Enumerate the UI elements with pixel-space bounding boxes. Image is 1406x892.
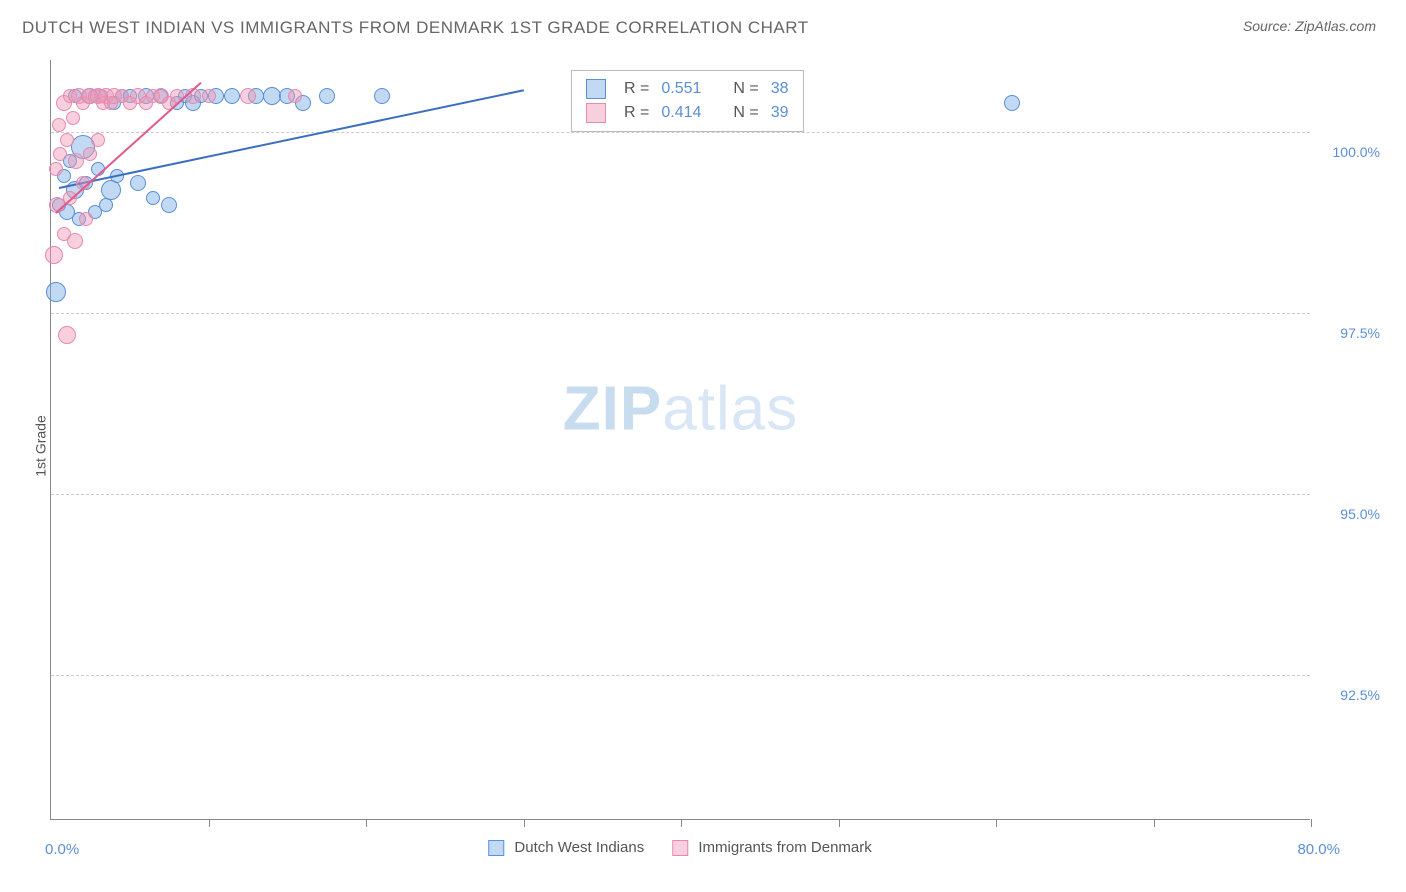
x-tick (524, 819, 525, 827)
source-label: Source: ZipAtlas.com (1243, 18, 1376, 34)
legend-swatch-pink-icon (672, 840, 688, 856)
legend-item-pink: Immigrants from Denmark (672, 839, 872, 856)
watermark: ZIPatlas (563, 374, 798, 445)
scatter-point (288, 89, 302, 103)
scatter-point (52, 118, 66, 132)
plot-area: ZIPatlas R = 0.551 N = 38 R = 0.414 N = … (50, 60, 1310, 820)
r-value-pink: 0.414 (661, 104, 701, 122)
y-tick-label: 92.5% (1340, 687, 1380, 703)
x-tick (839, 819, 840, 827)
x-axis-max-label: 80.0% (1297, 841, 1340, 858)
scatter-point (224, 88, 240, 104)
stats-row-blue: R = 0.551 N = 38 (586, 77, 789, 101)
scatter-point (60, 133, 74, 147)
scatter-point (202, 89, 216, 103)
n-value-blue: 38 (771, 80, 789, 98)
gridline (51, 313, 1310, 314)
scatter-point (53, 147, 67, 161)
scatter-point (45, 246, 63, 264)
watermark-atlas: atlas (662, 375, 798, 444)
scatter-point (46, 282, 66, 302)
stats-row-pink: R = 0.414 N = 39 (586, 101, 789, 125)
legend-item-blue: Dutch West Indians (488, 839, 644, 856)
x-tick (996, 819, 997, 827)
n-value-pink: 39 (771, 104, 789, 122)
y-tick-label: 95.0% (1340, 506, 1380, 522)
x-axis-min-label: 0.0% (45, 841, 79, 858)
legend-label-pink: Immigrants from Denmark (698, 839, 871, 856)
scatter-point (66, 111, 80, 125)
swatch-blue-icon (586, 79, 606, 99)
stats-box: R = 0.551 N = 38 R = 0.414 N = 39 (571, 70, 804, 132)
scatter-point (79, 212, 93, 226)
n-label: N = (733, 80, 758, 98)
x-tick (681, 819, 682, 827)
legend-swatch-blue-icon (488, 840, 504, 856)
bottom-legend: Dutch West Indians Immigrants from Denma… (488, 839, 872, 856)
scatter-point (374, 88, 390, 104)
scatter-point (319, 88, 335, 104)
legend-label-blue: Dutch West Indians (514, 839, 644, 856)
scatter-point (49, 162, 63, 176)
x-tick (209, 819, 210, 827)
x-tick (1154, 819, 1155, 827)
scatter-point (1004, 95, 1020, 111)
scatter-point (68, 153, 84, 169)
watermark-zip: ZIP (563, 375, 662, 444)
scatter-point (67, 233, 83, 249)
chart-area: ZIPatlas R = 0.551 N = 38 R = 0.414 N = … (50, 60, 1310, 820)
x-tick (366, 819, 367, 827)
scatter-point (130, 175, 146, 191)
swatch-pink-icon (586, 103, 606, 123)
gridline (51, 494, 1310, 495)
scatter-point (83, 147, 97, 161)
scatter-point (240, 88, 256, 104)
gridline (51, 132, 1310, 133)
y-axis-label: 1st Grade (33, 415, 49, 476)
n-label: N = (733, 104, 758, 122)
scatter-point (263, 87, 281, 105)
chart-title: DUTCH WEST INDIAN VS IMMIGRANTS FROM DEN… (22, 18, 809, 38)
scatter-point (58, 326, 76, 344)
scatter-point (146, 191, 160, 205)
scatter-point (101, 180, 121, 200)
r-label: R = (624, 104, 649, 122)
x-tick (1311, 819, 1312, 827)
scatter-point (161, 197, 177, 213)
y-tick-label: 97.5% (1340, 325, 1380, 341)
y-tick-label: 100.0% (1333, 144, 1380, 160)
gridline (51, 675, 1310, 676)
scatter-point (91, 133, 105, 147)
r-value-blue: 0.551 (661, 80, 701, 98)
r-label: R = (624, 80, 649, 98)
